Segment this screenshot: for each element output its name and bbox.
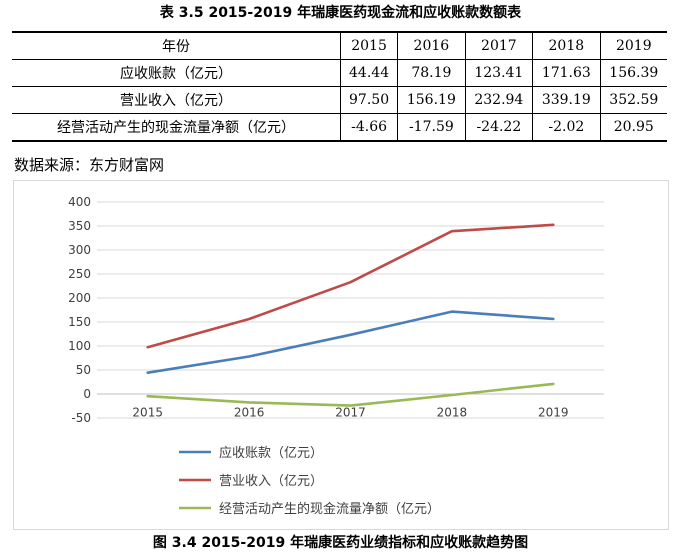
x-tick-label: 2017 [335,405,366,419]
y-tick-label: 150 [68,315,91,329]
table-cell: 应收账款（亿元） [12,59,341,87]
table-header-row: 年份 2015 2016 2017 2018 2019 [12,31,667,60]
legend-label: 营业收入（亿元） [219,474,323,489]
table-title: 表 3.5 2015-2019 年瑞康医药现金流和应收账款数额表 [159,5,522,21]
table-header-cell: 2018 [532,31,601,60]
y-tick-label: -50 [71,411,91,425]
table-row: 应收账款（亿元） 44.44 78.19 123.41 171.63 156.3… [12,59,667,87]
table-cell: -24.22 [464,113,533,142]
table-cell: 339.19 [532,86,601,114]
table-cell: 97.50 [339,86,398,114]
y-tick-label: 400 [68,195,91,209]
x-tick-label: 2019 [538,405,569,419]
x-tick-label: 2016 [234,405,265,419]
table-cell: -17.59 [397,113,466,142]
data-table: 年份 2015 2016 2017 2018 2019 应收账款（亿元） 44.… [12,31,667,142]
table-cell: -4.66 [339,113,398,142]
y-tick-label: 250 [68,267,91,281]
table-cell: 营业收入（亿元） [12,86,341,114]
series-line-2 [146,223,555,349]
table-header-cell: 2016 [397,31,466,60]
table-cell: 232.94 [464,86,533,114]
source-note: 数据来源：东方财富网 [14,156,165,174]
x-tick-label: 2018 [437,405,468,419]
chart-frame [13,180,669,530]
y-tick-label: 300 [68,243,91,257]
figure-title: 图 3.4 2015-2019 年瑞康医药业绩指标和应收账款趋势图 [152,535,529,551]
x-tick-label: 2015 [132,405,163,419]
series-line-3 [146,382,555,407]
legend-label: 应收账款（亿元） [219,445,323,461]
series-line-1 [146,310,555,375]
table-header-cell: 年份 [12,31,341,60]
table-header-cell: 2015 [339,31,398,60]
table-cell: 156.19 [397,86,466,114]
table-row: 营业收入（亿元） 97.50 156.19 232.94 339.19 352.… [12,86,667,114]
table-cell: 44.44 [339,59,398,87]
table-cell: 经营活动产生的现金流量净额（亿元） [12,113,341,142]
y-tick-label: 100 [68,339,91,353]
table-cell: 352.59 [599,86,667,114]
table-cell: -2.02 [532,113,601,142]
y-tick-label: 200 [68,291,91,305]
table-cell: 156.39 [599,59,667,87]
table-header-cell: 2017 [464,31,533,60]
y-tick-label: 350 [68,219,91,233]
legend-label: 经营活动产生的现金流量净额（亿元） [219,501,440,517]
table-row: 经营活动产生的现金流量净额（亿元） -4.66 -17.59 -24.22 -2… [12,113,667,142]
y-tick-label: 0 [83,387,91,401]
table-cell: 20.95 [599,113,667,142]
table-cell: 78.19 [397,59,466,87]
table-header-cell: 2019 [599,31,667,60]
y-tick-label: 50 [76,363,91,377]
table-cell: 123.41 [464,59,533,87]
table-cell: 171.63 [532,59,601,87]
